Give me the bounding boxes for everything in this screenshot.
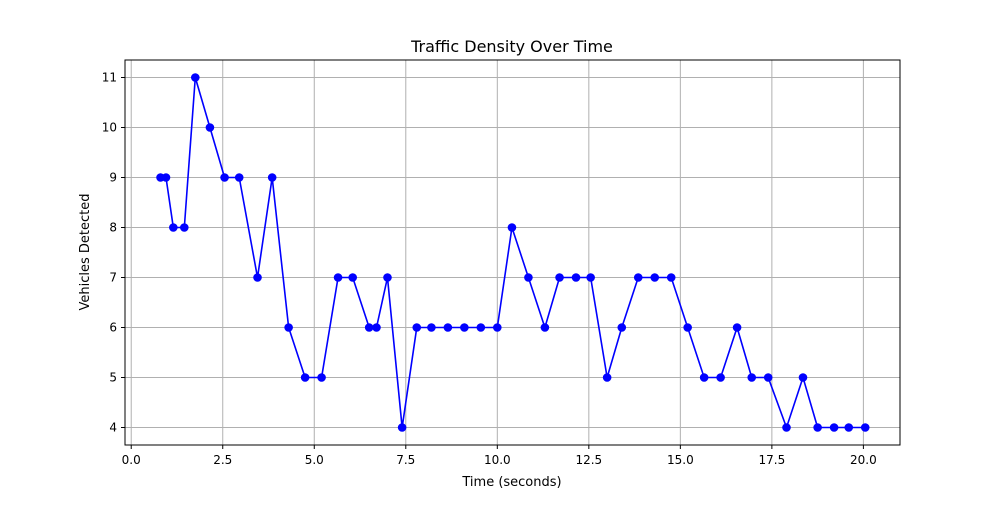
data-point [732,323,742,332]
data-point [372,323,381,332]
data-point [220,173,229,182]
data-point [253,273,262,282]
data-point [813,423,822,432]
x-axis-label: Time (seconds) [461,475,561,490]
data-point [699,373,709,382]
data-point [633,273,643,282]
data-point [161,173,171,182]
data-point [524,273,533,282]
data-point [586,273,595,282]
data-point [650,273,660,282]
data-point [443,323,453,332]
data-point [716,373,725,382]
data-point [180,223,189,232]
data-point [617,323,627,332]
data-point [284,323,293,332]
data-point [300,373,310,382]
y-tick-label: 7 [109,271,117,285]
data-point [383,273,392,282]
data-point [493,323,502,332]
data-point [602,373,612,382]
data-point [234,173,244,182]
grid [125,60,900,445]
data-point [747,373,757,382]
y-tick-label: 5 [109,371,117,385]
data-point [333,273,343,282]
data-point [190,73,200,82]
data-point [555,273,564,282]
x-tick-label: 10.0 [484,453,511,467]
data-point [267,173,277,182]
x-tick-label: 20.0 [850,453,877,467]
chart-title: Traffic Density Over Time [410,37,613,56]
data-point [476,323,486,332]
x-tick-label: 15.0 [667,453,694,467]
y-tick-label: 10 [102,121,117,135]
y-axis-label: Vehicles Detected [78,194,93,311]
data-point [427,323,436,332]
data-point [317,373,326,382]
data-point [860,423,870,432]
data-point [829,423,839,432]
data-point [507,223,517,232]
data-point [169,223,178,232]
data-point [571,273,581,282]
x-tick-label: 2.5 [213,453,232,467]
data-point [348,273,358,282]
y-tick-label: 11 [102,71,117,85]
x-tick-label: 7.5 [396,453,415,467]
data-point [782,423,791,432]
plot-frame [124,59,901,446]
x-tick-label: 17.5 [759,453,786,467]
data-point [540,323,550,332]
data-point [412,323,422,332]
x-tick-label: 0.0 [122,453,141,467]
series-layer [156,73,870,432]
data-point [844,423,854,432]
x-tick-label: 5.0 [305,453,324,467]
y-tick-label: 9 [109,171,117,185]
x-axis: 0.0 2.5 5.0 7.5 10.0 12.5 15.0 17.5 20.0 [122,445,877,467]
y-tick-label: 4 [109,421,117,435]
y-axis: 4 5 6 7 8 9 10 11 [102,71,125,435]
data-point [460,323,469,332]
x-tick-label: 12.5 [575,453,602,467]
data-point [364,323,374,332]
series-line [160,76,866,429]
data-point [666,273,676,282]
data-point [397,423,407,432]
data-point [205,123,215,132]
y-tick-label: 8 [109,221,117,235]
data-point [683,323,692,332]
y-tick-label: 6 [109,321,117,335]
data-point [763,373,773,382]
data-point [798,373,808,382]
